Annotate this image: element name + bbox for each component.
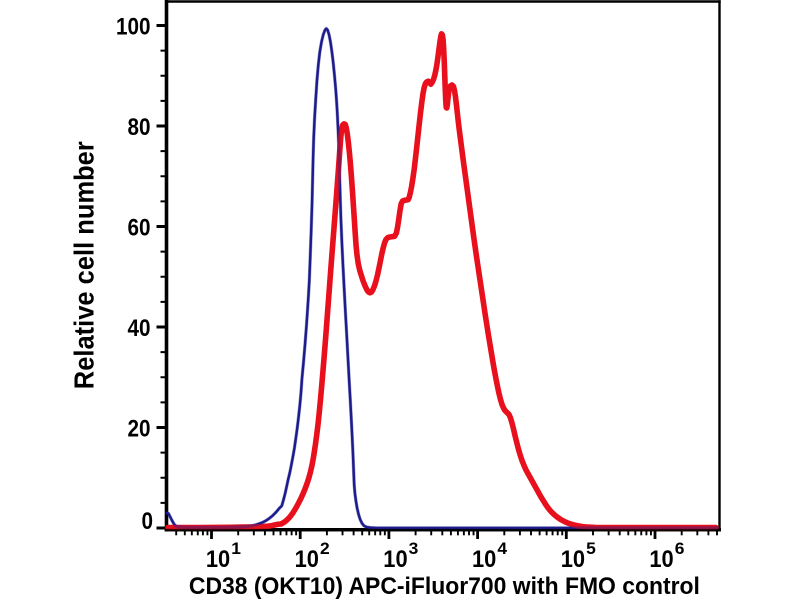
svg-text:0: 0 [142,508,154,535]
svg-text:80: 80 [128,114,151,141]
svg-text:3: 3 [409,540,419,558]
svg-text:10: 10 [206,546,230,573]
svg-text:10: 10 [561,546,585,573]
svg-text:2: 2 [320,540,330,558]
svg-text:CD38 (OKT10) APC-iFluor700 wit: CD38 (OKT10) APC-iFluor700 with FMO cont… [189,573,700,600]
svg-text:10: 10 [649,546,673,573]
svg-text:5: 5 [586,540,596,558]
svg-text:60: 60 [128,215,151,242]
svg-text:4: 4 [497,540,508,558]
svg-text:Relative cell number: Relative cell number [69,141,100,389]
svg-text:20: 20 [128,416,151,443]
svg-text:10: 10 [295,546,319,573]
svg-text:10: 10 [472,546,496,573]
svg-text:1: 1 [231,540,241,558]
svg-text:6: 6 [675,540,685,558]
svg-text:100: 100 [116,14,151,41]
svg-text:10: 10 [383,546,407,573]
svg-text:40: 40 [128,315,151,342]
